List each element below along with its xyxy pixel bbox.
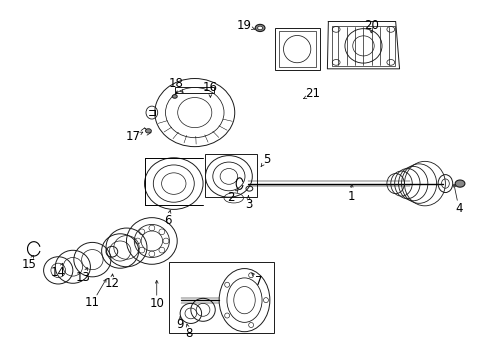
Text: 16: 16 bbox=[203, 81, 218, 94]
Text: 21: 21 bbox=[305, 87, 320, 100]
Text: 3: 3 bbox=[244, 198, 252, 211]
Bar bbox=[274, 28, 319, 70]
Text: 12: 12 bbox=[104, 278, 119, 291]
Bar bbox=[204, 154, 257, 197]
Text: 11: 11 bbox=[85, 296, 100, 309]
Text: 19: 19 bbox=[237, 19, 251, 32]
Ellipse shape bbox=[257, 26, 262, 30]
Text: 7: 7 bbox=[255, 275, 263, 288]
Text: 8: 8 bbox=[185, 327, 193, 340]
Bar bbox=[331, 26, 394, 66]
Ellipse shape bbox=[172, 95, 177, 98]
Ellipse shape bbox=[145, 129, 151, 133]
Text: 6: 6 bbox=[163, 214, 171, 227]
Text: 4: 4 bbox=[454, 202, 462, 215]
Text: 15: 15 bbox=[21, 258, 36, 271]
Text: 17: 17 bbox=[125, 130, 141, 144]
Text: 14: 14 bbox=[51, 266, 65, 279]
Bar bbox=[168, 262, 273, 333]
Ellipse shape bbox=[255, 24, 264, 32]
Text: 5: 5 bbox=[262, 153, 269, 166]
Text: 13: 13 bbox=[76, 271, 91, 284]
Text: 10: 10 bbox=[149, 297, 164, 310]
Text: 9: 9 bbox=[176, 318, 183, 331]
Text: 2: 2 bbox=[226, 192, 234, 204]
Text: 20: 20 bbox=[363, 19, 378, 32]
Bar bbox=[175, 87, 214, 93]
Bar bbox=[278, 31, 315, 67]
Text: 1: 1 bbox=[347, 190, 355, 203]
Ellipse shape bbox=[454, 180, 464, 187]
Text: 18: 18 bbox=[168, 77, 183, 90]
